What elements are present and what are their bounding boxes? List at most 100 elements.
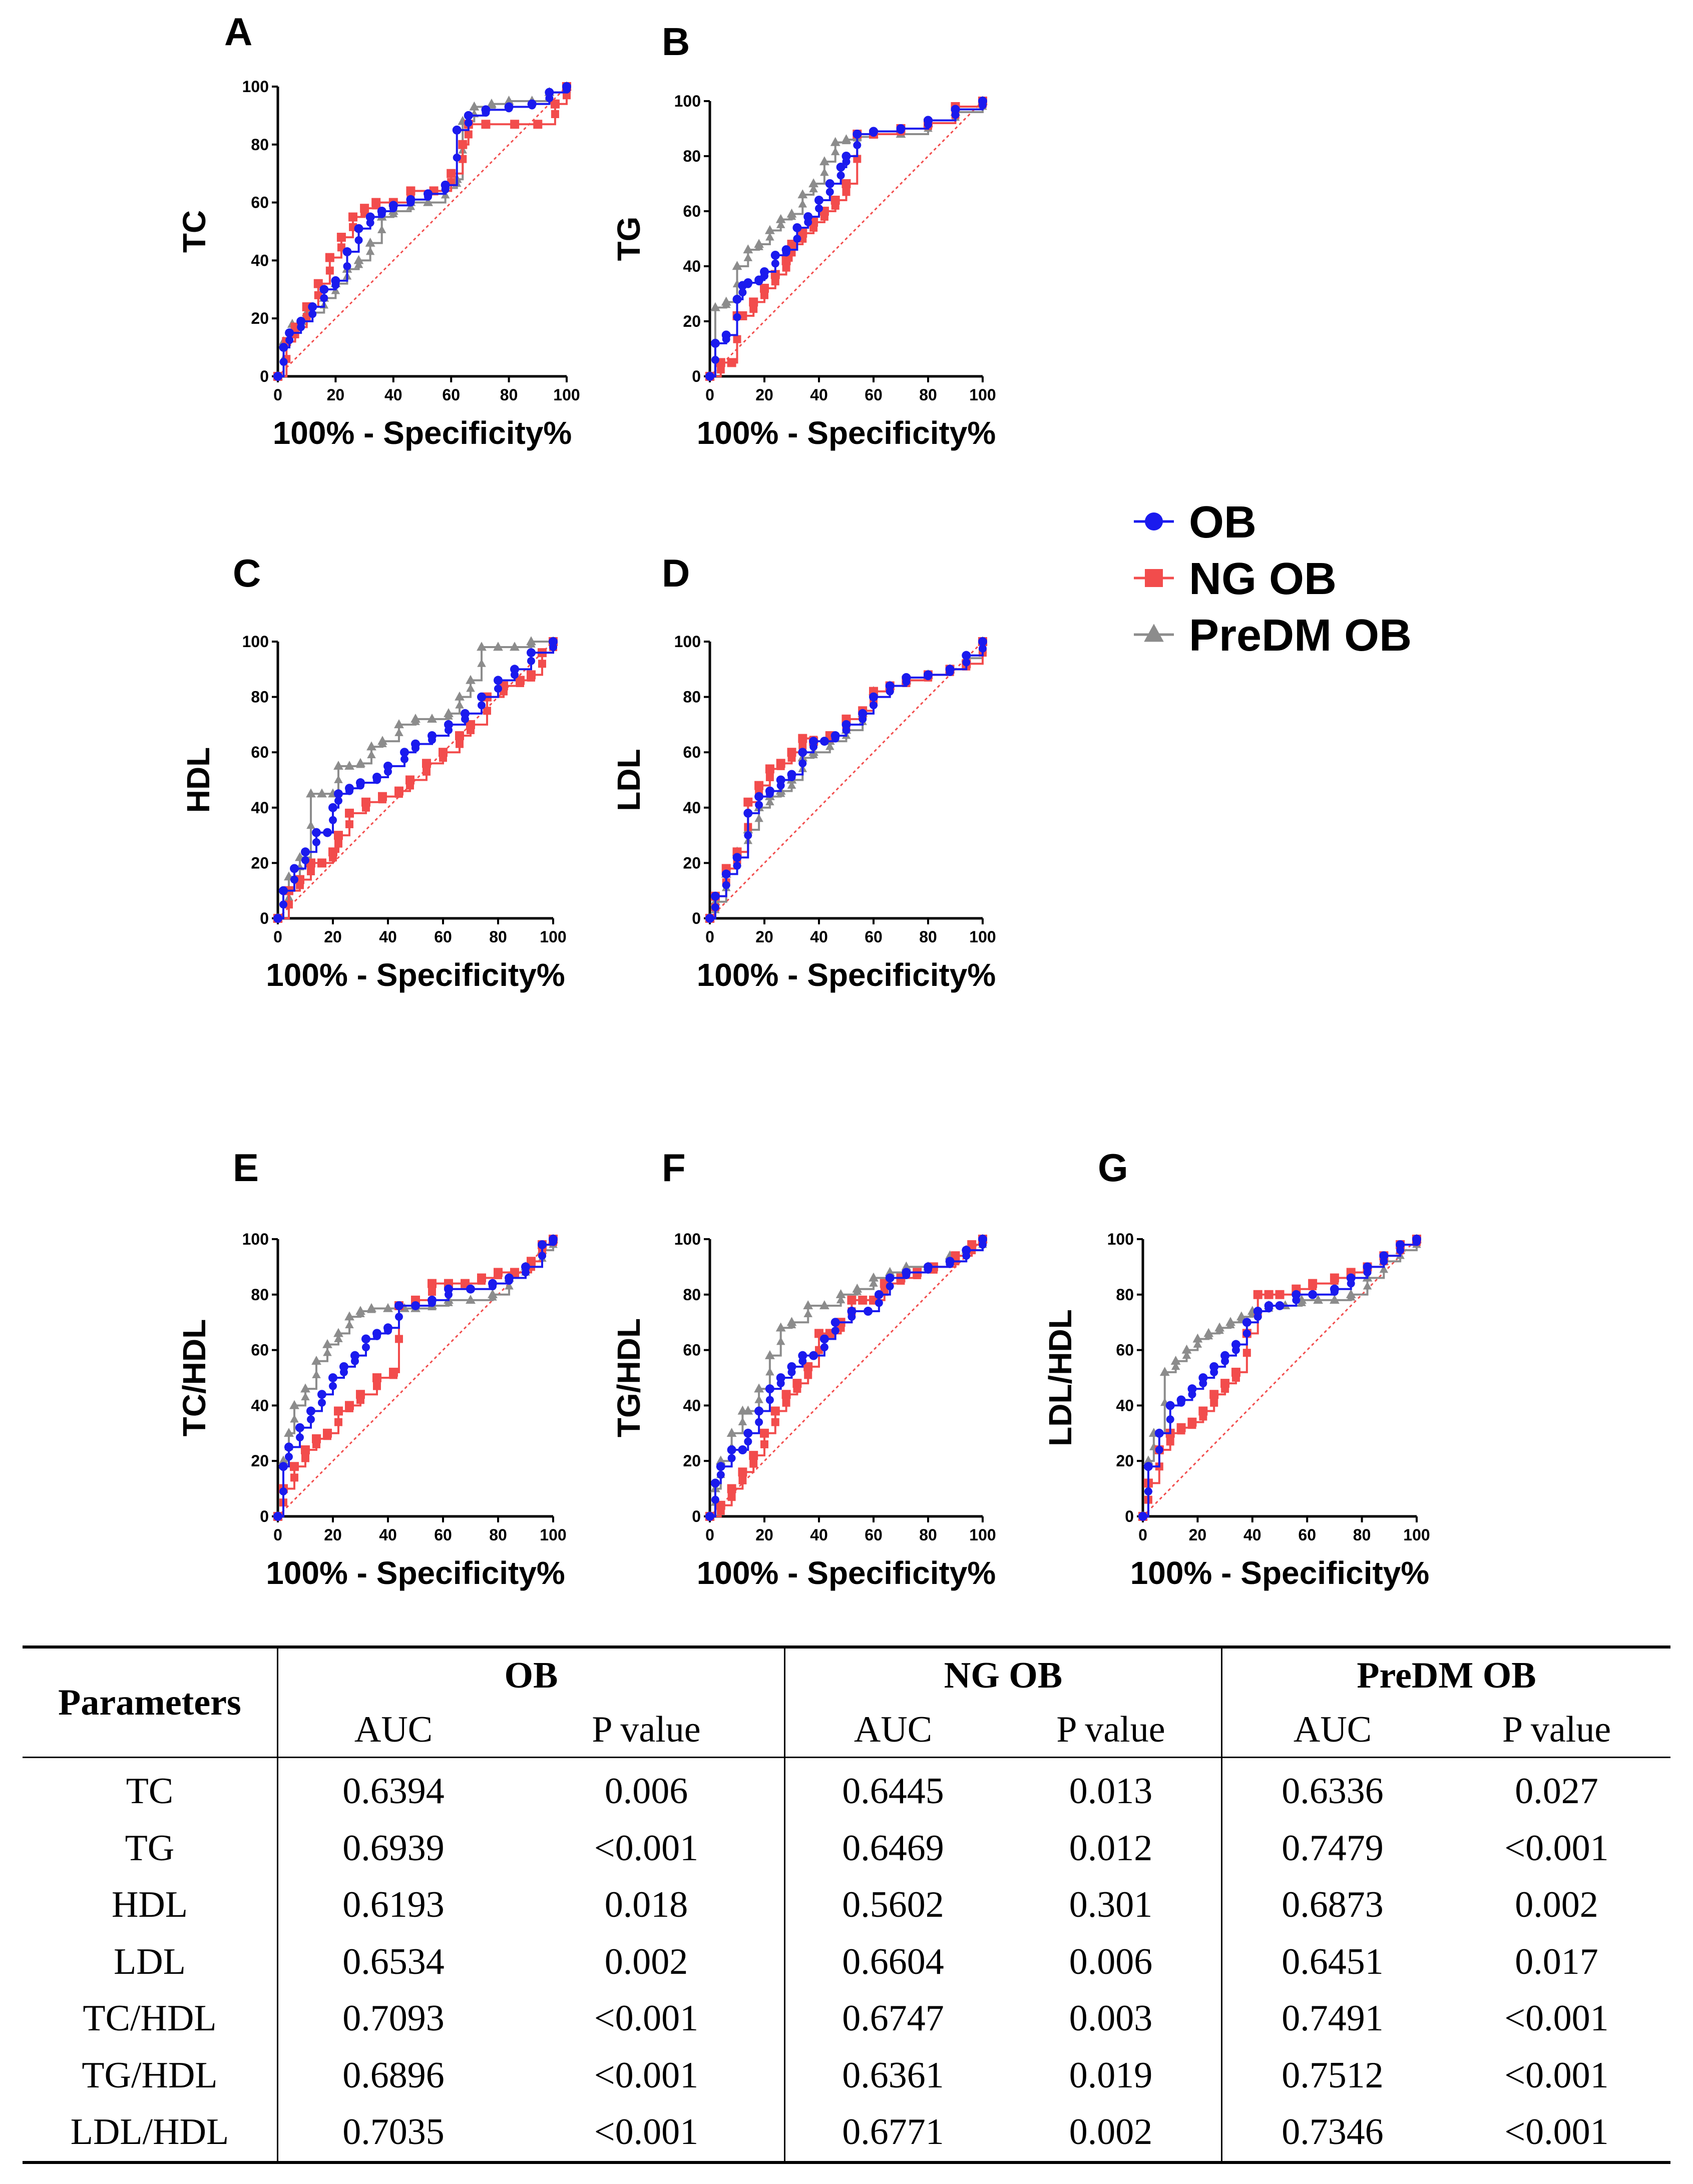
data-point (765, 1384, 774, 1394)
legend-marker (1144, 624, 1164, 642)
data-point (345, 808, 354, 818)
data-point (400, 755, 408, 764)
data-point (452, 125, 462, 135)
data-point (345, 1404, 353, 1412)
data-point (962, 1252, 971, 1260)
data-point (538, 1252, 546, 1260)
table-cell: 0.002 (1515, 1884, 1598, 1926)
data-point (424, 198, 433, 206)
y-tick-label: 100 (242, 78, 269, 96)
data-point (864, 1307, 873, 1316)
data-point (1181, 1344, 1192, 1354)
data-point (830, 1318, 840, 1327)
data-point (803, 1309, 812, 1317)
data-point (394, 719, 404, 729)
y-tick-label: 60 (683, 1341, 701, 1359)
data-point (765, 764, 774, 774)
data-point (461, 715, 469, 723)
data-point (300, 1383, 310, 1393)
data-point (1330, 1277, 1339, 1285)
data-point (962, 651, 971, 660)
y-tick-label: 40 (251, 251, 269, 269)
data-point (467, 726, 475, 734)
data-point (464, 130, 473, 139)
data-point (842, 158, 851, 166)
data-point (494, 676, 503, 685)
data-point (798, 759, 807, 768)
series-ob (273, 637, 558, 923)
data-point (830, 147, 840, 156)
data-point (870, 129, 878, 137)
data-point (770, 1406, 780, 1416)
data-point (345, 1320, 354, 1329)
data-point (505, 104, 513, 113)
data-point (705, 914, 714, 923)
data-point (727, 1493, 736, 1501)
panel-letter: A (224, 10, 252, 54)
data-point (946, 668, 954, 676)
data-point (478, 1277, 486, 1285)
data-point (528, 101, 536, 110)
data-point (1199, 1412, 1207, 1421)
data-point (494, 685, 502, 693)
table-cell: 0.6747 (842, 1998, 944, 2039)
data-point (311, 1355, 321, 1365)
data-point (831, 1326, 839, 1335)
y-tick-label: 100 (674, 1230, 701, 1248)
data-point (307, 1415, 315, 1424)
data-point (775, 214, 786, 223)
data-point (439, 754, 447, 762)
data-point (1413, 1238, 1421, 1246)
data-point (744, 280, 752, 288)
x-tick-label: 40 (1243, 1526, 1261, 1544)
table-cell: 0.7512 (1282, 2054, 1384, 2096)
data-point (875, 1299, 883, 1307)
data-point (705, 372, 714, 381)
data-point (372, 201, 380, 210)
data-point (1138, 1512, 1147, 1521)
data-point (787, 240, 796, 249)
data-point (809, 750, 818, 759)
data-point (897, 126, 905, 134)
x-tick-label: 60 (865, 386, 883, 404)
y-tick-label: 80 (683, 1286, 701, 1304)
data-point (820, 1343, 828, 1352)
reference-diagonal (709, 100, 984, 377)
panel-letter: D (662, 551, 690, 595)
data-point (301, 856, 309, 864)
data-point (400, 748, 409, 757)
data-point (488, 1292, 497, 1301)
data-point (842, 188, 851, 196)
data-point (545, 94, 554, 103)
data-point (886, 1282, 894, 1291)
roc-panels: A 0 20 40 60 80 100 0 20 40 60 80 100 100% - Specific… (176, 10, 1430, 1591)
table-cell: <0.001 (509, 1990, 785, 2047)
data-point (1210, 1398, 1218, 1407)
y-tick-label: 0 (692, 367, 701, 385)
data-point (301, 847, 310, 857)
table-cell: 0.012 (1001, 1820, 1222, 1877)
data-point (447, 169, 456, 178)
table-cell: 0.013 (1001, 1757, 1222, 1820)
legend-label: NG OB (1189, 554, 1337, 604)
data-point (494, 1271, 502, 1280)
data-point (979, 644, 987, 653)
data-point (312, 1370, 321, 1378)
data-point (384, 767, 392, 776)
data-point (765, 232, 774, 241)
data-point (395, 790, 403, 798)
x-tick-label: 60 (434, 928, 452, 946)
data-point (354, 224, 363, 233)
x-axis-title: 100% - Specificity% (697, 1555, 996, 1591)
data-point (284, 1428, 294, 1437)
data-point (1193, 1339, 1202, 1348)
data-point (978, 637, 987, 646)
table-cell: 0.7346 (1282, 2111, 1384, 2153)
data-point (477, 692, 486, 702)
data-point (301, 1454, 309, 1462)
x-tick-label: 0 (273, 928, 282, 946)
y-tick-label: 60 (251, 743, 269, 761)
data-point (345, 787, 353, 795)
data-point (776, 789, 785, 797)
data-point (273, 1512, 282, 1521)
